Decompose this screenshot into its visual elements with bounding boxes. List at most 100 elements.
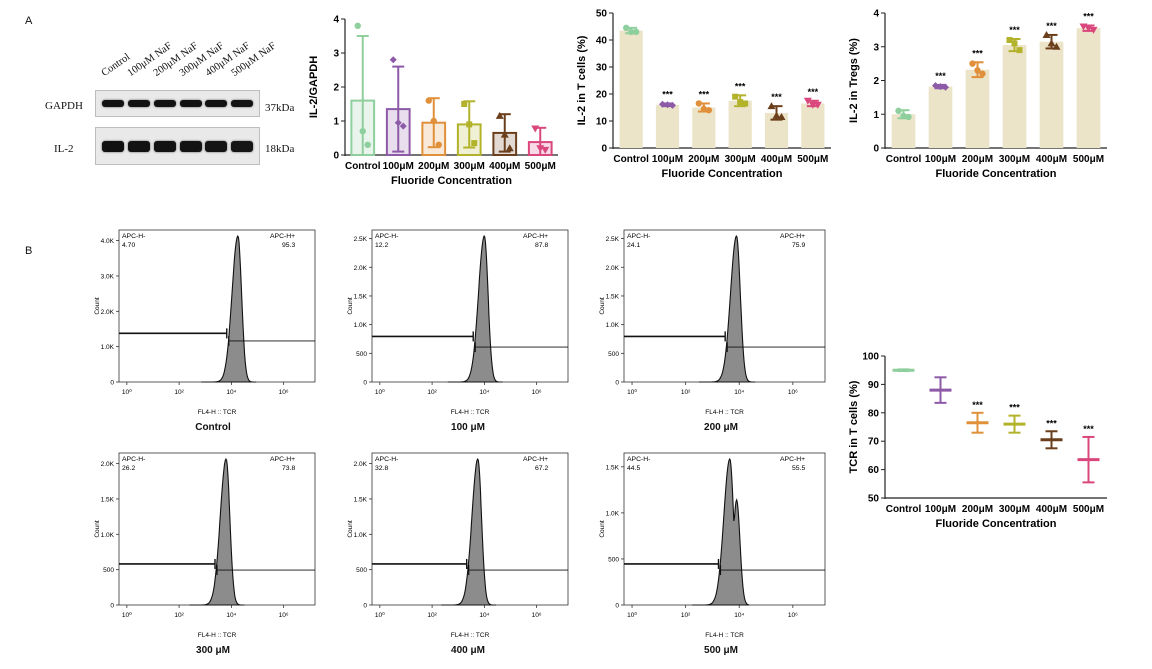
gate-value-positive: 67.2 <box>535 465 548 472</box>
y-tick-label: 2.5K <box>354 236 368 243</box>
x-tick-label: 200μM <box>962 154 993 165</box>
y-axis-title: Count <box>599 520 606 538</box>
bar <box>655 104 680 148</box>
x-tick-label: 10⁴ <box>226 389 236 396</box>
y-tick-label: 0 <box>363 603 367 610</box>
x-axis-title: Fluoride Concentration <box>936 168 1057 180</box>
data-point <box>1052 42 1061 50</box>
y-tick-label: 3.0K <box>101 273 115 280</box>
gate-value-positive: 75.9 <box>792 242 805 249</box>
x-tick-label: 10⁶ <box>788 612 798 619</box>
y-tick-label: 2.0K <box>354 265 368 272</box>
histogram <box>189 457 245 606</box>
significance-label: *** <box>735 81 746 91</box>
bar <box>728 100 752 148</box>
x-tick-label: 500μM <box>1073 504 1104 515</box>
y-tick-label: 50 <box>596 9 608 20</box>
western-blot: Control 100μM NaF 200μM NaF 300μM NaF 40… <box>40 0 340 175</box>
significance-label: *** <box>935 71 946 81</box>
y-tick-label: 1.5K <box>101 496 115 503</box>
significance-label: *** <box>972 400 983 410</box>
blot-strip-gapdh <box>95 90 260 117</box>
gate-value-positive: 55.5 <box>792 465 805 472</box>
gate-value-positive: 73.8 <box>282 465 295 472</box>
y-tick-label: 70 <box>868 437 880 448</box>
flow-title: 300 μM <box>196 645 230 656</box>
gate-label-negative: APC-H- <box>122 456 145 463</box>
gate-value-negative: 4.70 <box>122 242 135 249</box>
bar <box>1039 41 1064 148</box>
data-point <box>979 70 986 77</box>
x-axis-title: FL4-H :: TCR <box>198 409 237 416</box>
data-point <box>531 125 540 133</box>
bar <box>801 103 825 148</box>
blot-band <box>153 100 176 107</box>
gate-label-negative: APC-H- <box>375 456 398 463</box>
x-tick-label: 100μM <box>925 504 956 515</box>
significance-label: *** <box>1046 21 1057 31</box>
y-axis-title: TCR in T cells (%) <box>848 380 860 473</box>
bar <box>619 30 643 148</box>
data-point <box>1042 30 1051 38</box>
data-point <box>737 99 744 106</box>
x-tick-label: 500μM <box>1073 154 1104 165</box>
data-point <box>435 141 442 148</box>
data-point <box>659 100 666 108</box>
blot-band <box>102 100 124 107</box>
data-point <box>1011 40 1018 47</box>
significance-label: *** <box>972 48 983 58</box>
y-tick-label: 0 <box>615 603 619 610</box>
data-point <box>803 97 812 105</box>
significance-label: *** <box>808 87 819 97</box>
data-point <box>942 83 949 91</box>
blot-kda-gapdh: 37kDa <box>265 102 295 114</box>
data-point <box>466 121 473 128</box>
y-tick-label: 1.5K <box>606 464 620 471</box>
x-tick-label: 10² <box>427 612 437 619</box>
x-axis-title: FL4-H :: TCR <box>705 409 744 416</box>
x-tick-label: 500μM <box>797 154 828 165</box>
x-tick-label: 200μM <box>688 154 719 165</box>
bar <box>928 86 953 148</box>
y-tick-label: 500 <box>608 351 619 358</box>
y-tick-label: 1.5K <box>354 496 368 503</box>
y-tick-label: 2.5K <box>606 236 620 243</box>
gate-value-negative: 12.2 <box>375 242 388 249</box>
flow-histogram-400: 0 500 1.0K 1.5K 2.0K Count 10⁰ 10² 10⁴ 10⁶ FL4-H :… <box>347 452 569 639</box>
data-point <box>1016 47 1023 54</box>
y-axis-title: Count <box>94 520 101 538</box>
data-point <box>905 113 912 121</box>
flow-title: 100 μM <box>451 422 485 433</box>
data-point <box>664 101 671 109</box>
blot-band <box>127 140 150 152</box>
y-tick-label: 0 <box>873 144 879 155</box>
significance-label: *** <box>1083 424 1094 434</box>
panel-letter-b: B <box>25 245 33 257</box>
data-point <box>495 111 504 119</box>
y-tick-label: 50 <box>868 494 880 505</box>
y-tick-label: 20 <box>596 90 608 101</box>
significance-label: *** <box>1083 11 1094 21</box>
data-point <box>500 130 509 138</box>
x-tick-label: 10⁴ <box>479 612 489 619</box>
x-axis-title: FL4-H :: TCR <box>198 632 237 639</box>
data-point <box>669 101 676 109</box>
x-tick-label: 100μM <box>383 161 414 172</box>
y-axis-title: Count <box>599 297 606 315</box>
gate-label-positive: APC-H+ <box>780 233 805 240</box>
blot-row-label-gapdh: GAPDH <box>45 100 83 112</box>
x-tick-label: 500μM <box>525 161 556 172</box>
x-tick-label: 10⁰ <box>122 388 132 396</box>
data-point <box>937 83 944 91</box>
x-tick-label: 10⁰ <box>375 611 385 619</box>
y-tick-label: 40 <box>596 36 608 47</box>
x-tick-label: 300μM <box>454 161 485 172</box>
x-tick-label: Control <box>886 504 922 515</box>
x-tick-label: 400μM <box>1036 154 1067 165</box>
data-point <box>394 119 402 127</box>
data-point <box>742 100 749 107</box>
y-tick-label: 500 <box>356 351 367 358</box>
gate-value-negative: 44.5 <box>627 465 640 472</box>
flow-title: Control <box>195 422 231 433</box>
